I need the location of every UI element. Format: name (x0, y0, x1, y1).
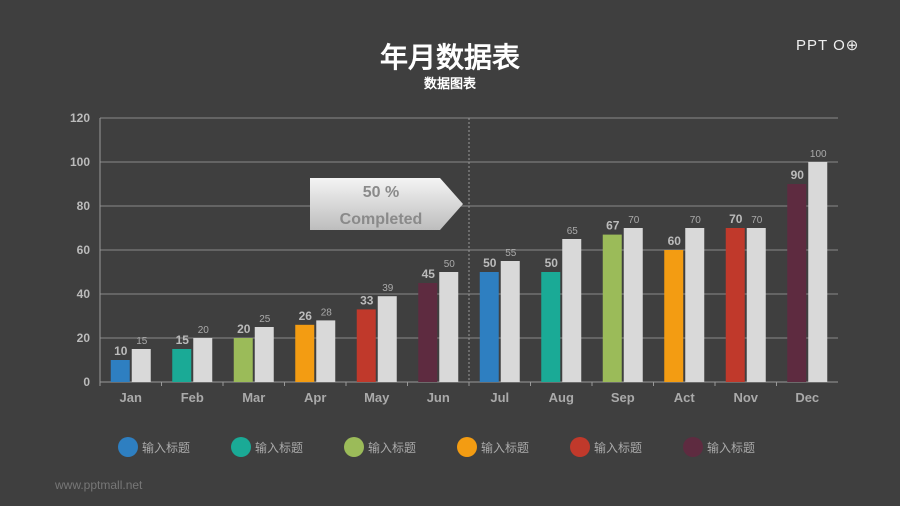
y-tick-label: 0 (83, 375, 90, 389)
y-tick-label: 60 (77, 243, 91, 257)
legend-swatch (457, 437, 477, 457)
bar-series2 (500, 261, 520, 382)
callout-label: Completed (340, 211, 423, 228)
bar-series2 (808, 162, 828, 382)
x-tick-label: Jul (490, 390, 509, 405)
data-label: 15 (136, 336, 148, 347)
bar-series1 (418, 283, 438, 382)
bar-series1 (541, 272, 561, 382)
x-tick-label: May (364, 390, 390, 405)
bar-series1 (787, 184, 807, 382)
legend-label: 输入标题 (707, 440, 755, 455)
y-tick-label: 120 (70, 111, 90, 125)
legend-label: 输入标题 (594, 440, 642, 455)
data-label: 70 (628, 215, 640, 226)
data-label: 70 (690, 215, 702, 226)
legend-label: 输入标题 (481, 440, 529, 455)
data-label: 15 (176, 333, 190, 347)
data-label: 20 (237, 322, 251, 336)
data-label: 26 (299, 309, 313, 323)
legend-swatch (118, 437, 138, 457)
bar-series2 (746, 228, 766, 382)
data-label: 45 (422, 267, 436, 281)
bar-series1 (356, 309, 376, 382)
data-label: 25 (259, 314, 271, 325)
bar-series2 (377, 296, 397, 382)
bar-series1 (172, 349, 192, 382)
x-tick-label: Feb (181, 390, 204, 405)
data-label: 67 (606, 219, 620, 233)
bar-series2 (623, 228, 643, 382)
x-tick-label: Jan (120, 390, 142, 405)
y-tick-label: 100 (70, 155, 90, 169)
data-label: 65 (567, 226, 579, 237)
bar-series2 (131, 349, 151, 382)
data-label: 33 (360, 293, 374, 307)
y-tick-label: 20 (77, 331, 91, 345)
data-label: 60 (668, 234, 682, 248)
bar-series1 (602, 234, 622, 382)
data-label: 100 (810, 149, 827, 160)
bar-series2 (193, 338, 213, 382)
legend-label: 输入标题 (255, 440, 303, 455)
legend-swatch (570, 437, 590, 457)
x-tick-label: Apr (304, 390, 326, 405)
data-label: 20 (198, 325, 210, 336)
callout-percent: 50 % (363, 184, 399, 201)
bar-series2 (254, 327, 274, 382)
x-tick-label: Mar (242, 390, 265, 405)
legend-swatch (344, 437, 364, 457)
legend-label: 输入标题 (368, 440, 416, 455)
x-tick-label: Sep (611, 390, 635, 405)
bar-series1 (725, 228, 745, 382)
x-tick-label: Jun (427, 390, 450, 405)
x-tick-label: Act (674, 390, 696, 405)
data-label: 39 (382, 283, 394, 294)
data-label: 55 (505, 248, 517, 259)
legend-swatch (231, 437, 251, 457)
x-tick-label: Aug (549, 390, 574, 405)
page-subtitle: 数据图表 (423, 77, 476, 92)
x-tick-label: Nov (733, 390, 758, 405)
data-label: 50 (483, 256, 497, 270)
legend-label: 输入标题 (142, 440, 190, 455)
page-title: 年月数据表 (379, 41, 520, 74)
data-label: 10 (114, 344, 128, 358)
bar-series2 (439, 272, 459, 382)
bar-series1 (479, 272, 499, 382)
bar-series1 (295, 324, 315, 382)
data-label: 90 (791, 168, 805, 182)
data-label: 50 (545, 256, 559, 270)
logo-text: PPT (796, 37, 828, 54)
bar-series1 (110, 360, 130, 382)
bar-series2 (685, 228, 705, 382)
y-tick-label: 40 (77, 287, 91, 301)
footer-url: www.pptmall.net (55, 478, 143, 492)
logo: PPT O⊕ (796, 37, 860, 54)
y-tick-label: 80 (77, 199, 91, 213)
bar-series1 (664, 250, 684, 382)
data-label: 28 (321, 307, 333, 318)
data-label: 70 (729, 212, 743, 226)
legend-swatch (683, 437, 703, 457)
bar-series1 (233, 338, 253, 382)
bar-series2 (316, 320, 336, 382)
data-label: 50 (444, 259, 456, 270)
completion-callout (310, 178, 463, 230)
data-label: 70 (751, 215, 763, 226)
bar-series2 (562, 239, 582, 382)
x-tick-label: Dec (795, 390, 819, 405)
